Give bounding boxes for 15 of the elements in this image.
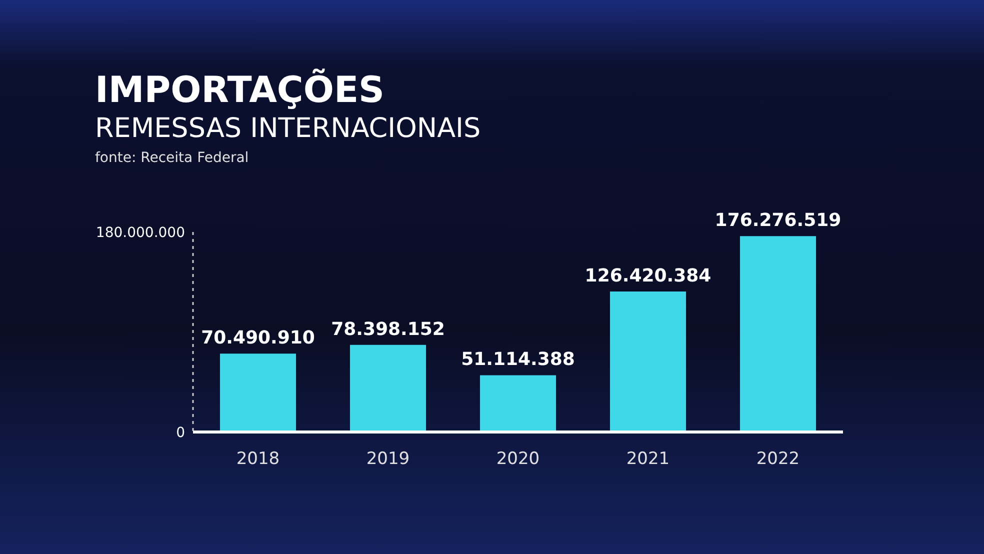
data-label: 176.276.519 [714,210,842,232]
source-note: fonte: Receita Federal [95,150,249,166]
x-tick-label: 2019 [366,449,410,470]
chart-subtitle: REMESSAS INTERNACIONAIS [95,112,481,146]
x-tick-label: 2020 [496,449,540,470]
x-tick-label: 2018 [236,449,280,470]
y-tick-label: 0 [176,424,185,441]
chart-title: IMPORTAÇÕES [95,70,384,112]
y-tick-label: 180.000.000 [96,224,185,241]
data-label: 70.490.910 [201,328,315,349]
data-label: 126.420.384 [584,266,712,287]
x-tick-label: 2021 [626,449,670,470]
data-label: 51.114.388 [461,349,575,370]
data-label: 78.398.152 [331,318,445,340]
x-tick-label: 2022 [756,449,800,470]
